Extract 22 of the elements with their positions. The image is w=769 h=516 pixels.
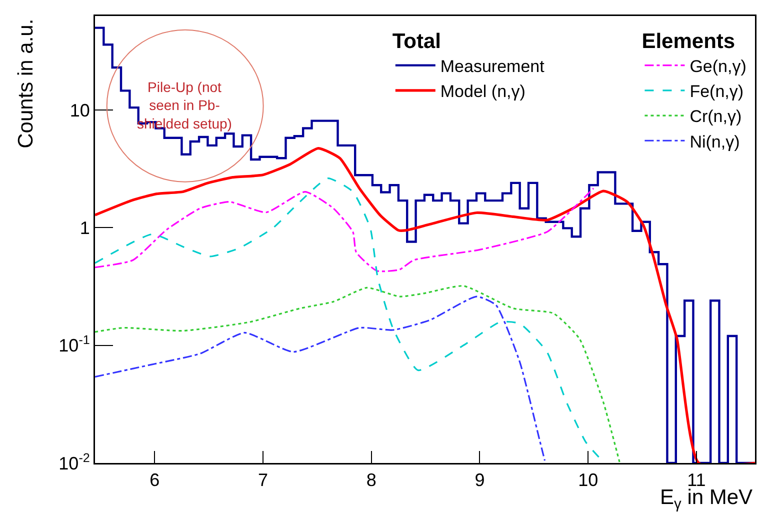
legend-label: Fe(n,γ) — [690, 82, 744, 102]
line-series — [95, 188, 594, 272]
y-axis-title: Counts in a.u. — [14, 18, 38, 148]
annotation: Elements — [642, 30, 736, 53]
y-tick-label: 10$^{-1}$ — [58, 333, 90, 356]
y-tick-label: 10$^{-2}$ — [58, 450, 90, 474]
legend-label: Cr(n,γ) — [690, 107, 742, 126]
x-tick-label: 6 — [150, 470, 160, 490]
x-tick-label: 8 — [366, 470, 376, 490]
x-axis-title: E$_{γ}$ in MeV — [660, 486, 753, 512]
legend-label: Ge(n,γ) — [690, 56, 746, 76]
legend-label: Ni(n,γ) — [690, 132, 740, 152]
y-tick-label: 1 — [80, 218, 90, 238]
legend-title: Total — [392, 30, 442, 53]
x-tick-label: 9 — [474, 470, 485, 490]
legend-label: Measurement — [440, 56, 545, 76]
line-series — [95, 285, 620, 463]
line-series — [95, 296, 546, 462]
x-tick-label: 7 — [258, 470, 268, 490]
x-tick-label: 10 — [578, 470, 598, 490]
legend-label: Model (n,γ) — [440, 82, 526, 102]
y-tick-label: 10 — [70, 100, 90, 120]
